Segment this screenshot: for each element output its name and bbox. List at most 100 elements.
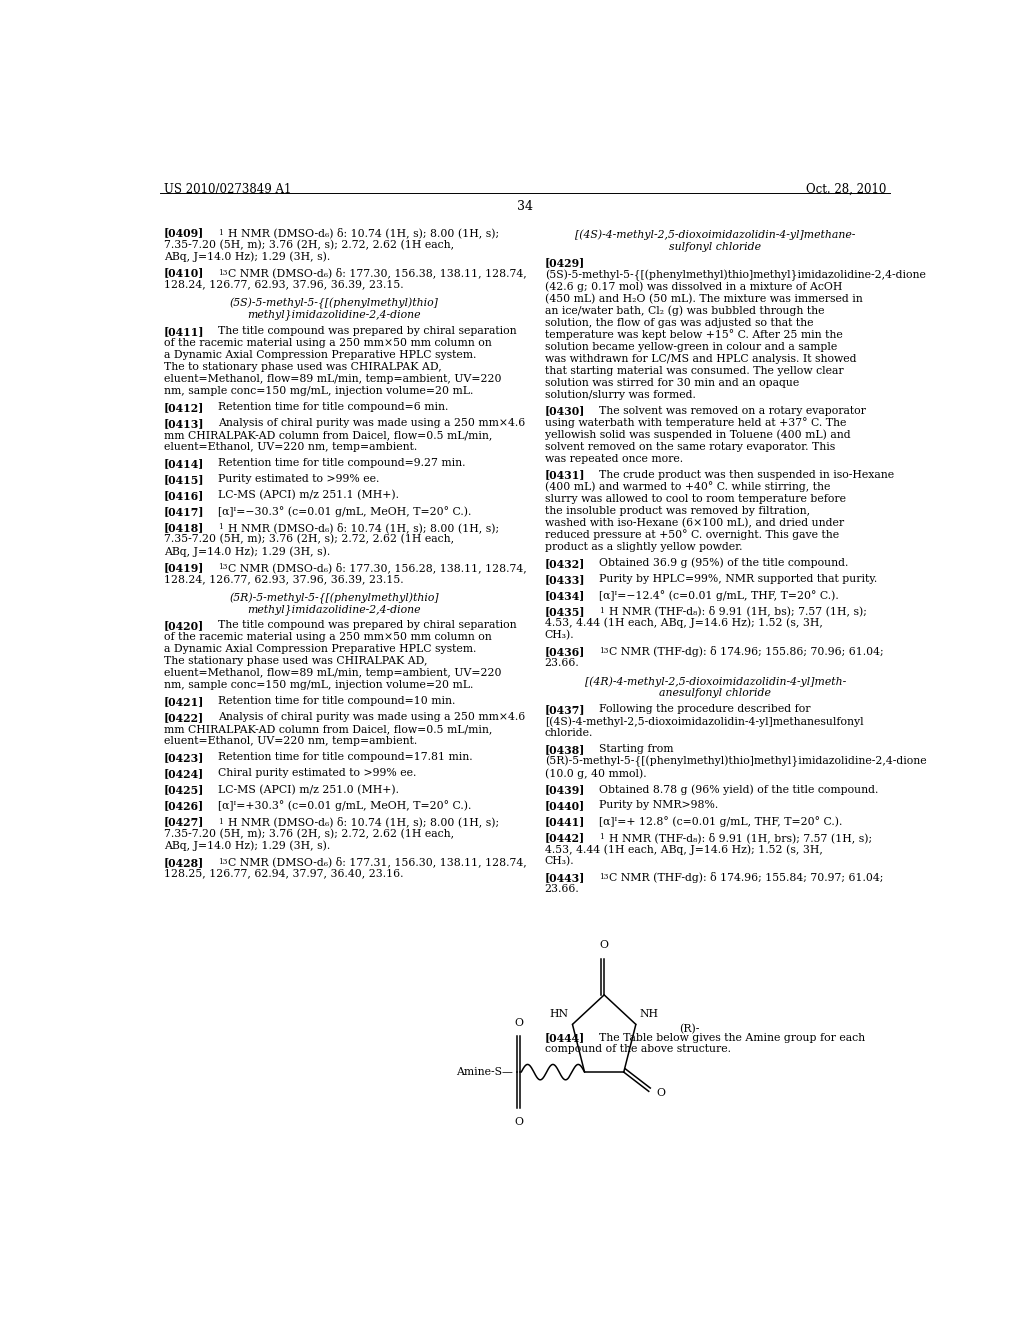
- Text: eluent=Ethanol, UV=220 nm, temp=ambient.: eluent=Ethanol, UV=220 nm, temp=ambient.: [164, 442, 417, 451]
- Text: the insoluble product was removed by filtration,: the insoluble product was removed by fil…: [545, 506, 810, 516]
- Text: [α]ᴵ=−30.3° (c=0.01 g/mL, MeOH, T=20° C.).: [α]ᴵ=−30.3° (c=0.01 g/mL, MeOH, T=20° C.…: [218, 506, 471, 517]
- Text: was withdrawn for LC/MS and HPLC analysis. It showed: was withdrawn for LC/MS and HPLC analysi…: [545, 354, 856, 363]
- Text: C NMR (DMSO-d₆) δ: 177.31, 156.30, 138.11, 128.74,: C NMR (DMSO-d₆) δ: 177.31, 156.30, 138.1…: [228, 857, 526, 867]
- Text: [0428]: [0428]: [164, 857, 204, 867]
- Text: 23.66.: 23.66.: [545, 884, 580, 895]
- Text: chloride.: chloride.: [545, 729, 593, 738]
- Text: H NMR (THF-d₈): δ 9.91 (1H, brs); 7.57 (1H, s);: H NMR (THF-d₈): δ 9.91 (1H, brs); 7.57 (…: [609, 833, 872, 843]
- Text: [0409]: [0409]: [164, 227, 204, 239]
- Text: compound of the above structure.: compound of the above structure.: [545, 1044, 731, 1055]
- Text: Starting from: Starting from: [599, 744, 673, 754]
- Text: US 2010/0273849 A1: US 2010/0273849 A1: [164, 182, 291, 195]
- Text: methyl}imidazolidine-2,4-dione: methyl}imidazolidine-2,4-dione: [248, 605, 421, 615]
- Text: of the racemic material using a 250 mm×50 mm column on: of the racemic material using a 250 mm×5…: [164, 338, 492, 347]
- Text: The title compound was prepared by chiral separation: The title compound was prepared by chira…: [218, 326, 516, 335]
- Text: [(4S)-4-methyl-2,5-dioxoimidazolidin-4-yl]methane-: [(4S)-4-methyl-2,5-dioxoimidazolidin-4-y…: [575, 230, 855, 240]
- Text: H NMR (DMSO-d₆) δ: 10.74 (1H, s); 8.00 (1H, s);: H NMR (DMSO-d₆) δ: 10.74 (1H, s); 8.00 (…: [228, 523, 499, 533]
- Text: O: O: [514, 1117, 523, 1126]
- Text: HN: HN: [550, 1010, 568, 1019]
- Text: [0433]: [0433]: [545, 574, 585, 585]
- Text: [0440]: [0440]: [545, 800, 585, 812]
- Text: The to stationary phase used was CHIRALPAK AD,: The to stationary phase used was CHIRALP…: [164, 362, 441, 372]
- Text: 7.35-7.20 (5H, m); 3.76 (2H, s); 2.72, 2.62 (1H each,: 7.35-7.20 (5H, m); 3.76 (2H, s); 2.72, 2…: [164, 535, 454, 544]
- Text: [0418]: [0418]: [164, 523, 204, 533]
- Text: a Dynamic Axial Compression Preparative HPLC system.: a Dynamic Axial Compression Preparative …: [164, 644, 476, 655]
- Text: (400 mL) and warmed to +40° C. while stirring, the: (400 mL) and warmed to +40° C. while sti…: [545, 482, 830, 492]
- Text: [(4S)-4-methyl-2,5-dioxoimidazolidin-4-yl]methanesulfonyl: [(4S)-4-methyl-2,5-dioxoimidazolidin-4-y…: [545, 715, 863, 726]
- Text: Purity by NMR>98%.: Purity by NMR>98%.: [599, 800, 718, 810]
- Text: 7.35-7.20 (5H, m); 3.76 (2H, s); 2.72, 2.62 (1H each,: 7.35-7.20 (5H, m); 3.76 (2H, s); 2.72, 2…: [164, 829, 454, 840]
- Text: 128.25, 126.77, 62.94, 37.97, 36.40, 23.16.: 128.25, 126.77, 62.94, 37.97, 36.40, 23.…: [164, 869, 403, 879]
- Text: [0438]: [0438]: [545, 744, 585, 755]
- Text: [0415]: [0415]: [164, 474, 204, 484]
- Text: Analysis of chiral purity was made using a 250 mm×4.6: Analysis of chiral purity was made using…: [218, 713, 525, 722]
- Text: 34: 34: [517, 201, 532, 213]
- Text: CH₃).: CH₃).: [545, 857, 574, 866]
- Text: Oct. 28, 2010: Oct. 28, 2010: [806, 182, 886, 195]
- Text: Obtained 8.78 g (96% yield) of the title compound.: Obtained 8.78 g (96% yield) of the title…: [599, 784, 878, 795]
- Text: temperature was kept below +15° C. After 25 min the: temperature was kept below +15° C. After…: [545, 330, 843, 341]
- Text: 13: 13: [218, 268, 227, 277]
- Text: [0419]: [0419]: [164, 562, 204, 573]
- Text: (10.0 g, 40 mmol).: (10.0 g, 40 mmol).: [545, 768, 646, 779]
- Text: (5S)-5-methyl-5-{[(phenylmethyl)thio]: (5S)-5-methyl-5-{[(phenylmethyl)thio]: [230, 297, 438, 309]
- Text: The Table below gives the Amine group for each: The Table below gives the Amine group fo…: [599, 1032, 864, 1043]
- Text: nm, sample conc=150 mg/mL, injection volume=20 mL.: nm, sample conc=150 mg/mL, injection vol…: [164, 385, 473, 396]
- Text: 13: 13: [599, 647, 608, 655]
- Text: Retention time for title compound=17.81 min.: Retention time for title compound=17.81 …: [218, 752, 472, 763]
- Text: O: O: [656, 1089, 666, 1098]
- Text: [0442]: [0442]: [545, 833, 585, 843]
- Text: 23.66.: 23.66.: [545, 657, 580, 668]
- Text: [0427]: [0427]: [164, 817, 204, 828]
- Text: H NMR (DMSO-d₆) δ: 10.74 (1H, s); 8.00 (1H, s);: H NMR (DMSO-d₆) δ: 10.74 (1H, s); 8.00 (…: [228, 227, 499, 239]
- Text: Purity by HPLC=99%, NMR supported that purity.: Purity by HPLC=99%, NMR supported that p…: [599, 574, 877, 583]
- Text: of the racemic material using a 250 mm×50 mm column on: of the racemic material using a 250 mm×5…: [164, 632, 492, 643]
- Text: washed with iso-Hexane (6×100 mL), and dried under: washed with iso-Hexane (6×100 mL), and d…: [545, 517, 844, 528]
- Text: eluent=Ethanol, UV=220 nm, temp=ambient.: eluent=Ethanol, UV=220 nm, temp=ambient.: [164, 737, 417, 746]
- Text: 4.53, 4.44 (1H each, ABq, J=14.6 Hz); 1.52 (s, 3H,: 4.53, 4.44 (1H each, ABq, J=14.6 Hz); 1.…: [545, 845, 822, 855]
- Text: mm CHIRALPAK-AD column from Daicel, flow=0.5 mL/min,: mm CHIRALPAK-AD column from Daicel, flow…: [164, 430, 493, 440]
- Text: [0423]: [0423]: [164, 752, 204, 763]
- Text: C NMR (THF-dg): δ 174.96; 155.86; 70.96; 61.04;: C NMR (THF-dg): δ 174.96; 155.86; 70.96;…: [609, 645, 884, 657]
- Text: [0436]: [0436]: [545, 645, 585, 657]
- Text: sulfonyl chloride: sulfonyl chloride: [670, 242, 761, 252]
- Text: [α]ᴵ=+ 12.8° (c=0.01 g/mL, THF, T=20° C.).: [α]ᴵ=+ 12.8° (c=0.01 g/mL, THF, T=20° C.…: [599, 816, 842, 828]
- Text: [0422]: [0422]: [164, 713, 204, 723]
- Text: [0437]: [0437]: [545, 704, 585, 715]
- Text: ABq, J=14.0 Hz); 1.29 (3H, s).: ABq, J=14.0 Hz); 1.29 (3H, s).: [164, 841, 330, 851]
- Text: [0439]: [0439]: [545, 784, 585, 795]
- Text: [0431]: [0431]: [545, 470, 585, 480]
- Text: The solvent was removed on a rotary evaporator: The solvent was removed on a rotary evap…: [599, 405, 865, 416]
- Text: was repeated once more.: was repeated once more.: [545, 454, 683, 463]
- Text: Obtained 36.9 g (95%) of the title compound.: Obtained 36.9 g (95%) of the title compo…: [599, 557, 848, 568]
- Text: [0411]: [0411]: [164, 326, 204, 337]
- Text: 128.24, 126.77, 62.93, 37.96, 36.39, 23.15.: 128.24, 126.77, 62.93, 37.96, 36.39, 23.…: [164, 574, 403, 585]
- Text: [0426]: [0426]: [164, 800, 204, 812]
- Text: yellowish solid was suspended in Toluene (400 mL) and: yellowish solid was suspended in Toluene…: [545, 429, 850, 440]
- Text: (42.6 g; 0.17 mol) was dissolved in a mixture of AcOH: (42.6 g; 0.17 mol) was dissolved in a mi…: [545, 281, 842, 292]
- Text: eluent=Methanol, flow=89 mL/min, temp=ambient, UV=220: eluent=Methanol, flow=89 mL/min, temp=am…: [164, 668, 501, 678]
- Text: O: O: [514, 1018, 523, 1028]
- Text: O: O: [600, 940, 608, 950]
- Text: mm CHIRALPAK-AD column from Daicel, flow=0.5 mL/min,: mm CHIRALPAK-AD column from Daicel, flow…: [164, 725, 493, 734]
- Text: Retention time for title compound=6 min.: Retention time for title compound=6 min.: [218, 401, 449, 412]
- Text: C NMR (DMSO-d₆) δ: 177.30, 156.28, 138.11, 128.74,: C NMR (DMSO-d₆) δ: 177.30, 156.28, 138.1…: [228, 562, 526, 573]
- Text: The title compound was prepared by chiral separation: The title compound was prepared by chira…: [218, 620, 516, 630]
- Text: anesulfonyl chloride: anesulfonyl chloride: [659, 688, 771, 698]
- Text: ABq, J=14.0 Hz); 1.29 (3H, s).: ABq, J=14.0 Hz); 1.29 (3H, s).: [164, 252, 330, 263]
- Text: [0441]: [0441]: [545, 816, 585, 828]
- Text: solution became yellow-green in colour and a sample: solution became yellow-green in colour a…: [545, 342, 837, 351]
- Text: solution, the flow of gas was adjusted so that the: solution, the flow of gas was adjusted s…: [545, 318, 813, 327]
- Text: product as a slightly yellow powder.: product as a slightly yellow powder.: [545, 541, 742, 552]
- Text: [0417]: [0417]: [164, 506, 204, 517]
- Text: 13: 13: [218, 858, 227, 866]
- Text: methyl}imidazolidine-2,4-dione: methyl}imidazolidine-2,4-dione: [248, 310, 421, 321]
- Text: [0435]: [0435]: [545, 606, 585, 616]
- Text: LC-MS (APCI) m/z 251.1 (MH+).: LC-MS (APCI) m/z 251.1 (MH+).: [218, 490, 398, 500]
- Text: 4.53, 4.44 (1H each, ABq, J=14.6 Hz); 1.52 (s, 3H,: 4.53, 4.44 (1H each, ABq, J=14.6 Hz); 1.…: [545, 618, 822, 628]
- Text: [0414]: [0414]: [164, 458, 204, 469]
- Text: [0444]: [0444]: [545, 1032, 585, 1044]
- Text: 1: 1: [218, 817, 222, 825]
- Text: solution/slurry was formed.: solution/slurry was formed.: [545, 389, 695, 400]
- Text: slurry was allowed to cool to room temperature before: slurry was allowed to cool to room tempe…: [545, 494, 846, 504]
